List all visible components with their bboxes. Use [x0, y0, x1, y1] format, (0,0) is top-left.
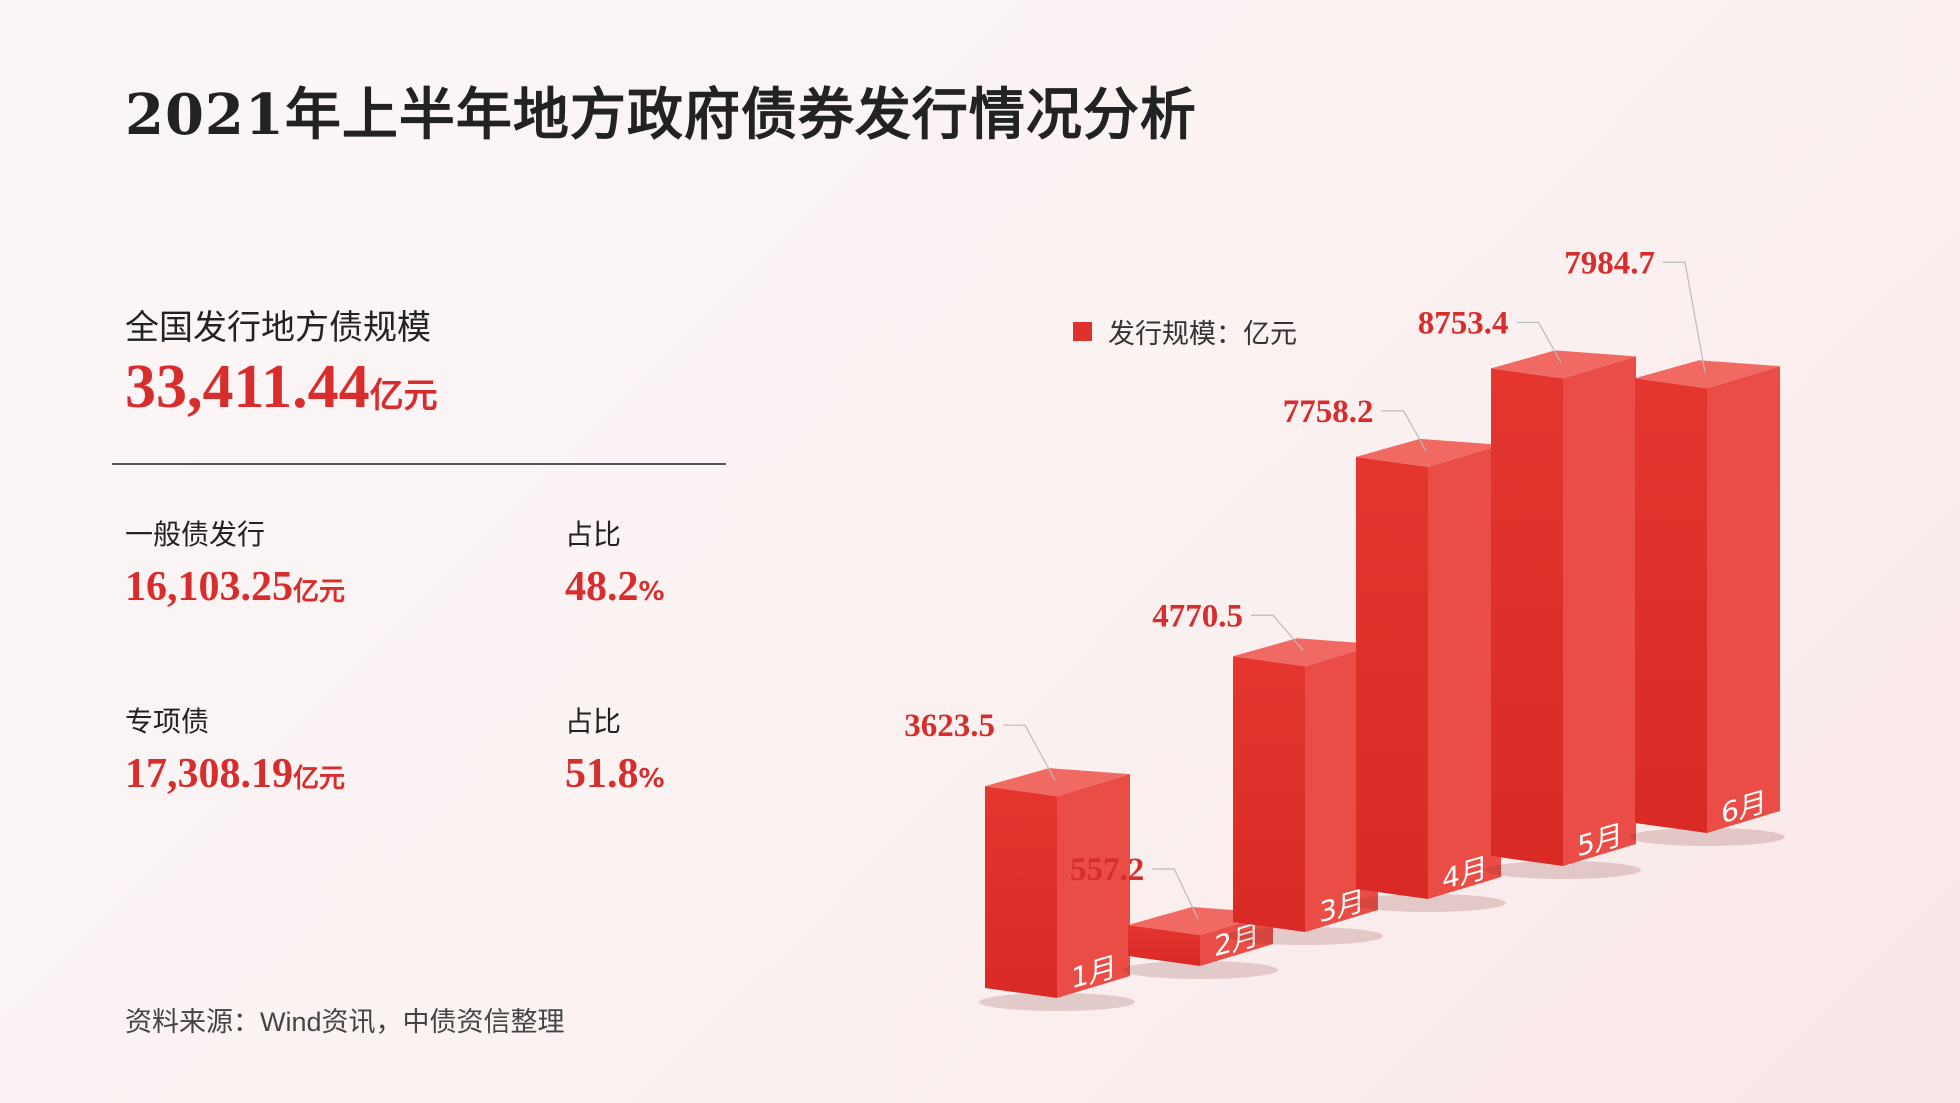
total-value-number: 33,411.44: [125, 353, 370, 421]
bar-value-label: 3623.5: [904, 708, 995, 744]
general-bond-value: 16,103.25亿元: [125, 563, 345, 611]
bar-shadow: [1485, 861, 1641, 879]
bar-value-label: 7758.2: [1283, 394, 1374, 430]
bar-side-face: [1563, 356, 1636, 866]
bar-shadow: [1122, 961, 1278, 979]
bar-top-face: [1356, 438, 1501, 467]
general-bond-label: 一般债发行: [125, 519, 266, 550]
special-bond-label: 专项债: [125, 706, 210, 737]
bar-shadow: [979, 993, 1135, 1011]
total-issuance-label: 全国发行地方债规模: [125, 309, 431, 347]
bar-side-face: [1428, 444, 1501, 899]
special-ratio-number: 51.8: [565, 751, 639, 797]
total-issuance-value: 33,411.44亿元: [125, 352, 438, 423]
bar-front-face: [1635, 378, 1707, 833]
bar-top-face: [1233, 638, 1378, 667]
divider: [112, 463, 726, 465]
bar-side-face: [1200, 912, 1273, 966]
bar-front-face: [1128, 924, 1200, 966]
bar-value-label: 4770.5: [1152, 598, 1243, 634]
special-bond-unit: 亿元: [293, 764, 346, 794]
bar-front-face: [1356, 456, 1428, 899]
bar-value-label: 8753.4: [1418, 305, 1509, 341]
bar-front-face: [985, 786, 1057, 998]
bar-top-face: [985, 768, 1130, 797]
bar-value-label: 7984.7: [1564, 245, 1655, 281]
bar-shadow: [1350, 894, 1506, 912]
special-bond-number: 17,308.19: [125, 751, 293, 797]
general-bond-unit: 亿元: [293, 577, 346, 607]
special-ratio-unit: %: [638, 764, 665, 794]
chart-legend: 发行规模：亿元: [1073, 319, 1297, 350]
legend-label: 发行规模：亿元: [1108, 319, 1297, 350]
special-ratio-value: 51.8%: [565, 750, 665, 798]
general-ratio-number: 48.2: [565, 564, 639, 610]
special-bond-value: 17,308.19亿元: [125, 750, 345, 798]
page-title: 2021年上半年地方政府债券发行情况分析: [125, 82, 1197, 148]
leader-line: [1251, 614, 1304, 651]
total-value-unit: 亿元: [369, 376, 438, 416]
bar-shadow: [1629, 828, 1785, 846]
leader-line: [1381, 410, 1427, 452]
general-ratio-label: 占比: [565, 519, 622, 550]
bar-side-face: [1057, 774, 1130, 998]
leader-line: [1516, 321, 1562, 363]
general-bond-number: 16,103.25: [125, 564, 293, 610]
general-ratio-value: 48.2%: [565, 563, 665, 611]
leader-line: [1663, 261, 1706, 373]
bar-top-face: [1635, 360, 1780, 389]
source-note: 资料来源：Wind资讯，中债资信整理: [125, 1007, 565, 1037]
bar-side-face: [1707, 366, 1780, 833]
bar-top-face: [1491, 350, 1636, 379]
special-ratio-label: 占比: [565, 706, 622, 737]
bar-front-face: [1491, 368, 1563, 866]
bar-value-label: 557.2: [1070, 852, 1144, 888]
legend-swatch: [1073, 322, 1092, 341]
bar-shadow: [1227, 927, 1383, 945]
general-ratio-unit: %: [638, 577, 665, 607]
leader-line: [1152, 868, 1199, 920]
bars-group: 1月3623.52月557.23月4770.54月7758.25月8753.46…: [904, 245, 1785, 1011]
leader-line: [1003, 724, 1056, 781]
bar-front-face: [1233, 656, 1305, 932]
